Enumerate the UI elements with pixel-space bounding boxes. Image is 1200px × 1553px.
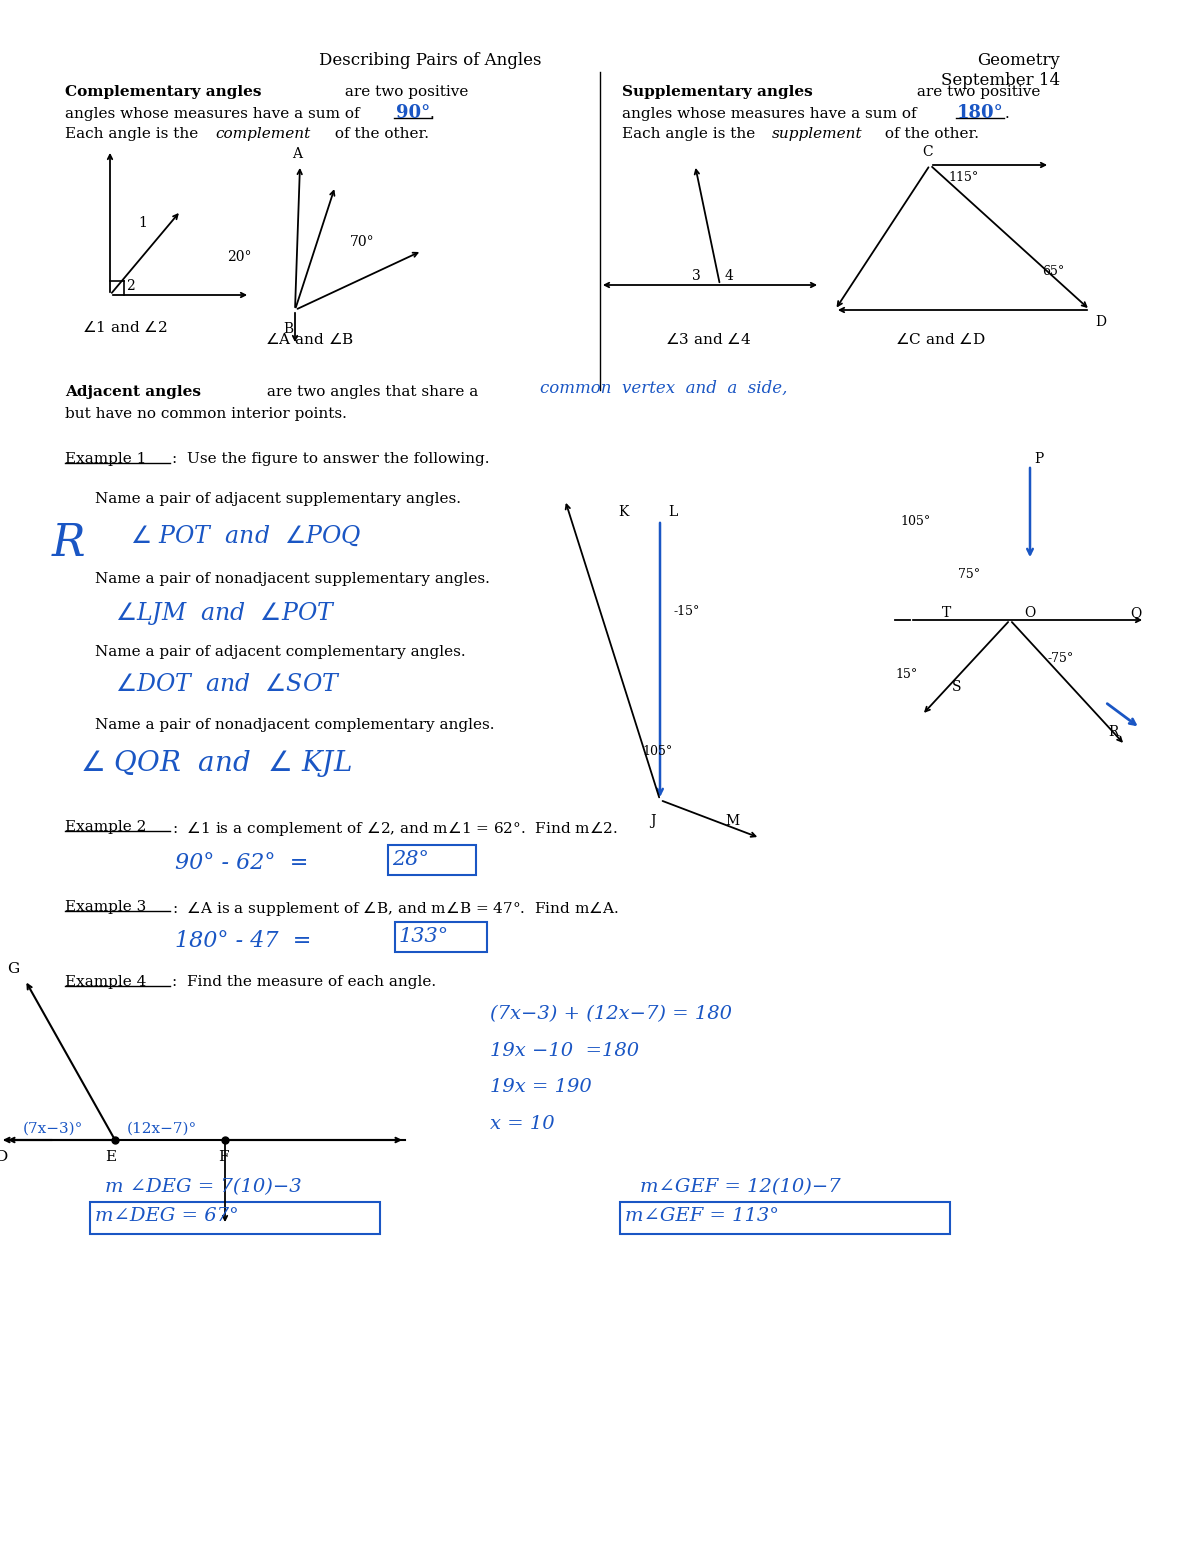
Text: m ∠DEG = 7(10)−3: m ∠DEG = 7(10)−3: [106, 1179, 301, 1196]
Bar: [90, 1202, 380, 1235]
Text: 90°: 90°: [396, 104, 431, 123]
Text: J: J: [650, 814, 655, 828]
Text: are two angles that share a: are two angles that share a: [262, 385, 479, 399]
Text: F: F: [218, 1151, 228, 1165]
Text: $\angle$3 and $\angle$4: $\angle$3 and $\angle$4: [665, 332, 751, 346]
Text: September 14: September 14: [941, 71, 1060, 89]
Text: .: .: [430, 107, 434, 121]
Text: Example 3: Example 3: [65, 901, 146, 915]
Text: of the other.: of the other.: [880, 127, 979, 141]
Text: Name a pair of adjacent complementary angles.: Name a pair of adjacent complementary an…: [95, 644, 466, 658]
Text: 20°: 20°: [227, 250, 252, 264]
Text: (7x−3)°: (7x−3)°: [23, 1121, 83, 1135]
Text: 105°: 105°: [900, 516, 930, 528]
Text: angles whose measures have a sum of: angles whose measures have a sum of: [65, 107, 365, 121]
Text: R: R: [1108, 725, 1118, 739]
Text: supplement: supplement: [772, 127, 863, 141]
Text: m∠DEG = 67°: m∠DEG = 67°: [95, 1207, 239, 1225]
Text: $\angle$C and $\angle$D: $\angle$C and $\angle$D: [895, 332, 985, 346]
Text: 1: 1: [139, 216, 148, 230]
Text: M: M: [725, 814, 739, 828]
Text: L: L: [668, 505, 677, 519]
Text: 75°: 75°: [958, 568, 980, 581]
Text: m∠GEF = 113°: m∠GEF = 113°: [625, 1207, 779, 1225]
Text: :  $\angle$1 is a complement of $\angle$2, and m$\angle$1 = 62°.  Find m$\angle$: : $\angle$1 is a complement of $\angle$2…: [172, 820, 618, 839]
Text: R: R: [52, 522, 85, 565]
Text: Adjacent angles: Adjacent angles: [65, 385, 202, 399]
Text: O: O: [1024, 606, 1036, 620]
Text: -75°: -75°: [1048, 652, 1074, 665]
Text: :  Use the figure to answer the following.: : Use the figure to answer the following…: [172, 452, 490, 466]
Bar: [395, 922, 487, 952]
Text: :  Find the measure of each angle.: : Find the measure of each angle.: [172, 975, 436, 989]
Text: 19x = 190: 19x = 190: [490, 1078, 592, 1096]
Text: Complementary angles: Complementary angles: [65, 85, 262, 99]
Text: G: G: [7, 961, 19, 975]
Text: $\angle$1 and $\angle$2: $\angle$1 and $\angle$2: [82, 320, 168, 335]
Text: $\angle$A and $\angle$B: $\angle$A and $\angle$B: [265, 332, 354, 346]
Text: Describing Pairs of Angles: Describing Pairs of Angles: [319, 51, 541, 68]
Text: $\angle$ QOR  and  $\angle$ KJL: $\angle$ QOR and $\angle$ KJL: [80, 749, 352, 780]
Text: (12x−7)°: (12x−7)°: [127, 1121, 197, 1135]
Text: A: A: [292, 148, 302, 162]
Text: 3: 3: [692, 269, 701, 283]
Text: D: D: [1096, 315, 1106, 329]
Text: 15°: 15°: [895, 668, 917, 682]
Text: are two positive: are two positive: [340, 85, 468, 99]
Text: :  $\angle$A is a supplement of $\angle$B, and m$\angle$B = 47°.  Find m$\angle$: : $\angle$A is a supplement of $\angle$B…: [172, 901, 619, 918]
Text: 2: 2: [126, 280, 134, 294]
Text: Supplementary angles: Supplementary angles: [622, 85, 812, 99]
Text: 65°: 65°: [1042, 266, 1064, 278]
Text: 180°: 180°: [958, 104, 1003, 123]
Text: 133°: 133°: [398, 927, 449, 946]
Text: x = 10: x = 10: [490, 1115, 554, 1134]
Text: Example 1: Example 1: [65, 452, 146, 466]
Text: Example 4: Example 4: [65, 975, 146, 989]
Text: Name a pair of nonadjacent supplementary angles.: Name a pair of nonadjacent supplementary…: [95, 572, 490, 585]
Text: T: T: [942, 606, 952, 620]
Text: 105°: 105°: [642, 745, 672, 758]
Text: B: B: [283, 321, 293, 335]
Text: complement: complement: [215, 127, 311, 141]
Text: $\angle$DOT  and  $\angle$SOT: $\angle$DOT and $\angle$SOT: [115, 672, 341, 696]
Text: $\angle$ POT  and  $\angle$POQ: $\angle$ POT and $\angle$POQ: [130, 523, 361, 548]
Text: -15°: -15°: [674, 606, 701, 618]
Text: S: S: [952, 680, 961, 694]
Text: 70°: 70°: [350, 235, 374, 248]
Text: Name a pair of adjacent supplementary angles.: Name a pair of adjacent supplementary an…: [95, 492, 461, 506]
Text: angles whose measures have a sum of: angles whose measures have a sum of: [622, 107, 922, 121]
Bar: [388, 845, 476, 874]
Text: Name a pair of nonadjacent complementary angles.: Name a pair of nonadjacent complementary…: [95, 717, 494, 731]
Text: Each angle is the: Each angle is the: [622, 127, 760, 141]
Text: 90° - 62°  =: 90° - 62° =: [175, 853, 308, 874]
Text: 19x −10  =180: 19x −10 =180: [490, 1042, 640, 1061]
Text: D: D: [0, 1151, 7, 1165]
Text: Example 2: Example 2: [65, 820, 146, 834]
Text: P: P: [1034, 452, 1043, 466]
Bar: [620, 1202, 950, 1235]
Text: E: E: [106, 1151, 116, 1165]
Text: m∠GEF = 12(10)−7: m∠GEF = 12(10)−7: [640, 1179, 841, 1196]
Text: are two positive: are two positive: [912, 85, 1040, 99]
Text: Q: Q: [1130, 606, 1141, 620]
Text: K: K: [618, 505, 629, 519]
Text: Each angle is the: Each angle is the: [65, 127, 203, 141]
Text: 28°: 28°: [392, 849, 430, 870]
Text: 115°: 115°: [948, 171, 978, 183]
Text: Geometry: Geometry: [977, 51, 1060, 68]
Text: C: C: [922, 144, 932, 158]
Text: of the other.: of the other.: [330, 127, 430, 141]
Text: (7x−3) + (12x−7) = 180: (7x−3) + (12x−7) = 180: [490, 1005, 732, 1023]
Text: but have no common interior points.: but have no common interior points.: [65, 407, 347, 421]
Text: $\angle$LJM  and  $\angle$POT: $\angle$LJM and $\angle$POT: [115, 599, 336, 627]
Text: 180° - 47  =: 180° - 47 =: [175, 930, 311, 952]
Text: common  vertex  and  a  side,: common vertex and a side,: [540, 380, 787, 398]
Text: 4: 4: [725, 269, 734, 283]
Text: .: .: [1006, 107, 1009, 121]
